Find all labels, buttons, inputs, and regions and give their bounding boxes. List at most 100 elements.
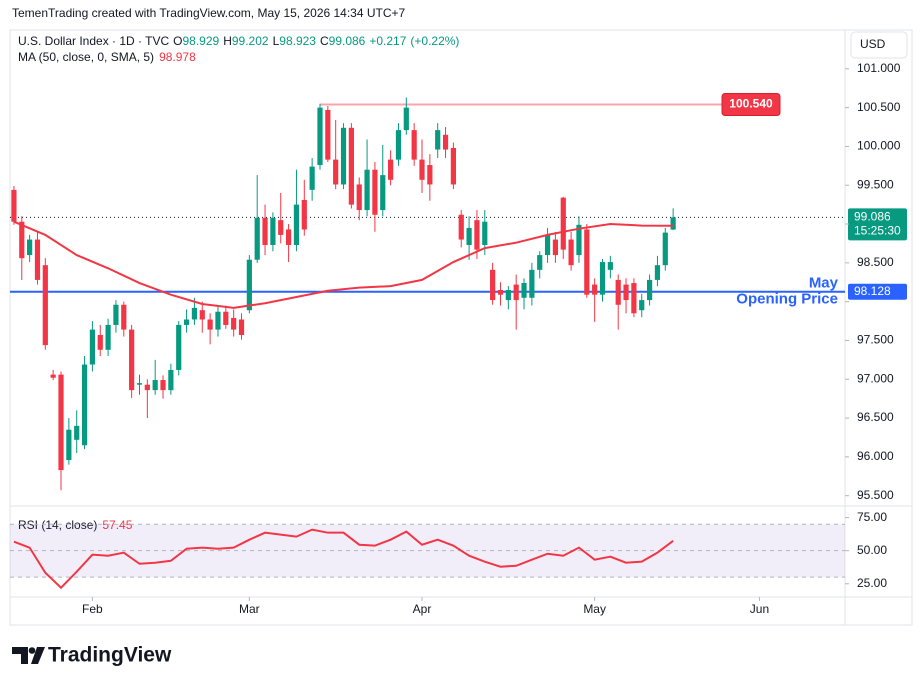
currency-button[interactable] (850, 31, 908, 59)
candle-body (348, 127, 354, 205)
change-pct: (+0.22%) (410, 34, 459, 48)
candle-body (490, 269, 496, 301)
candle-body (285, 229, 292, 245)
candle-body (50, 374, 56, 378)
y-tick-label: 100.000 (857, 139, 901, 153)
candle-body (231, 317, 237, 330)
candle-body (435, 130, 441, 150)
legend-ma: MA (50, close, 0, SMA, 5) 98.978 (18, 50, 196, 64)
rsi-name: RSI (14, close) (18, 518, 97, 532)
candle-body (576, 224, 582, 256)
rsi-tick-label: 25.00 (857, 576, 887, 590)
opening-price-text: Opening Price (736, 291, 838, 308)
candle-body (105, 324, 111, 350)
candle-body (482, 221, 488, 245)
x-tick-label: Apr (413, 602, 432, 616)
candle-body (646, 279, 653, 301)
candle-body (144, 384, 150, 391)
candle-body (529, 269, 535, 298)
currency-label[interactable]: USD (860, 37, 886, 51)
candle-body (599, 262, 606, 295)
candle-body (442, 134, 449, 150)
low: 98.923 (279, 34, 316, 48)
y-tick-label: 99.500 (857, 177, 894, 191)
candle-body (497, 290, 504, 295)
candle-body (215, 311, 221, 330)
countdown-label: 15:25:30 (854, 224, 901, 238)
candle-body (388, 159, 394, 180)
candle-body (254, 217, 260, 260)
candle-body (521, 283, 527, 298)
rsi-tick-label: 75.00 (857, 510, 887, 524)
candle-body (74, 425, 80, 440)
rsi-tick-label: 50.00 (857, 543, 887, 557)
opening-price-axis-label: 98.128 (854, 284, 891, 298)
candle-body (97, 335, 103, 350)
candle-body (89, 329, 96, 365)
candle-body (623, 284, 629, 301)
price-level-label: 100.540 (729, 97, 773, 111)
opening-price-box (848, 283, 907, 300)
brand: TradingView (48, 644, 172, 667)
candle-body (631, 283, 637, 314)
candle-body (592, 284, 598, 295)
x-tick-label: May (583, 602, 606, 616)
candle-body (293, 204, 300, 245)
prefix: L (273, 34, 280, 48)
header: TemenTrading created with TradingView.co… (12, 6, 406, 20)
candle-body (223, 311, 229, 325)
y-tick-label: 97.000 (857, 371, 894, 385)
y-tick-label: 96.000 (857, 449, 894, 463)
candle-body (160, 380, 166, 391)
candle-body (136, 383, 143, 385)
y-tick-label: 96.500 (857, 410, 894, 424)
prefix: H (223, 34, 232, 48)
candle-body (670, 217, 676, 230)
chart-frame (9, 29, 913, 626)
candle-body (372, 169, 378, 215)
candle-body (301, 199, 307, 230)
y-tick-label: 100.500 (857, 100, 901, 114)
candle-body (183, 319, 190, 325)
candle-body (403, 107, 409, 131)
candle-body (560, 197, 566, 250)
ma-name: MA (50, close, 0, SMA, 5) (18, 50, 154, 64)
candle-body (34, 239, 41, 280)
candle-body (207, 319, 213, 330)
legend-rsi: RSI (14, close) 57.45 (18, 518, 133, 532)
candle-body (168, 369, 174, 391)
candle-body (199, 310, 205, 320)
ma-value: 98.978 (159, 50, 196, 64)
legend-ohlc: U.S. Dollar Index · 1D · TVC O98.929 H99.2… (18, 34, 459, 48)
last-price-box (848, 208, 907, 241)
open: 98.929 (183, 34, 220, 48)
candle-body (411, 130, 417, 160)
candle-body (513, 284, 519, 301)
moving-average-line (13, 220, 674, 309)
close: 99.086 (329, 34, 366, 48)
candle-body (639, 300, 645, 311)
candle-body (246, 259, 252, 311)
candle-body (568, 239, 574, 266)
candle-body (505, 290, 511, 301)
candle-body (333, 159, 339, 185)
candle-body (340, 127, 347, 185)
candle-body (474, 220, 480, 250)
candle-body (654, 265, 661, 280)
candle-body (58, 374, 64, 471)
candle-body (427, 165, 433, 185)
y-tick-label: 101.000 (857, 61, 901, 75)
candle-body (238, 319, 245, 336)
candle-body (419, 159, 425, 180)
candle-body (66, 429, 72, 460)
candle-body (380, 175, 386, 211)
prefix: O (173, 34, 182, 48)
candle-body (458, 214, 464, 240)
candle-body (191, 307, 198, 320)
rsi-value: 57.45 (102, 518, 132, 532)
candle-body (395, 130, 402, 160)
candle-body (466, 227, 472, 245)
candle-body (450, 147, 456, 185)
price-level-box (721, 93, 781, 117)
logo-shape (31, 647, 45, 664)
